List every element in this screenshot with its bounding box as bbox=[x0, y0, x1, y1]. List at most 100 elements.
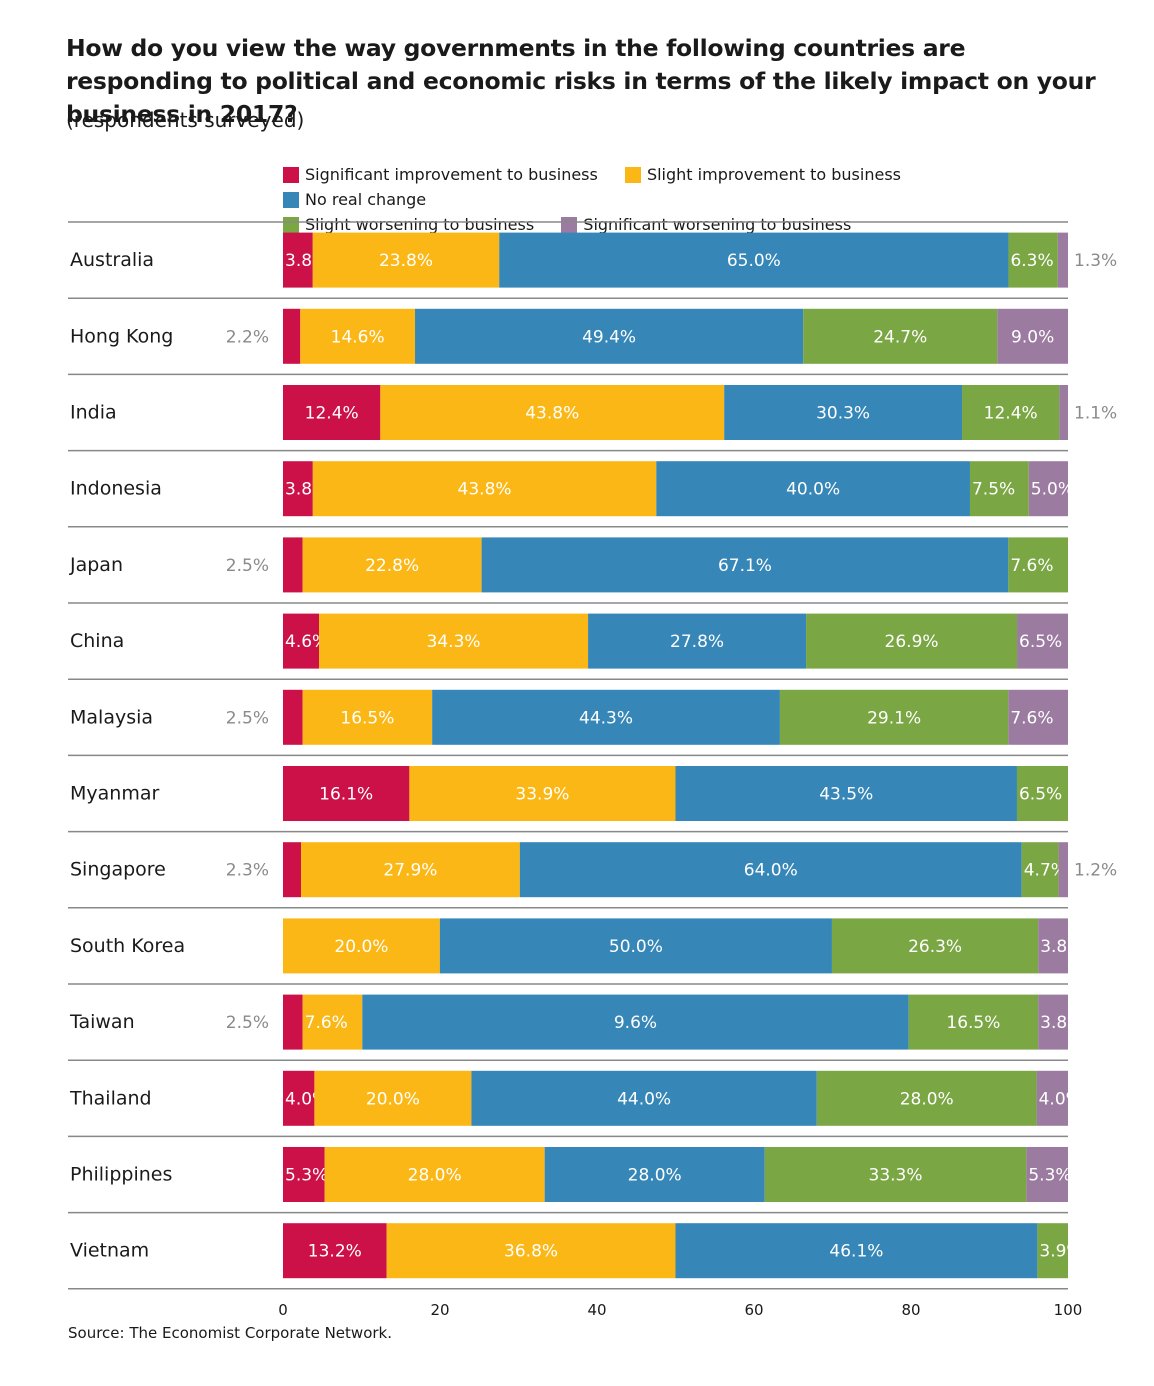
country-label: Japan bbox=[69, 554, 123, 576]
data-label: 40.0% bbox=[786, 480, 840, 500]
bar-segment-significant-improvement bbox=[283, 689, 303, 745]
bar-segment-slight-worsening bbox=[806, 613, 1018, 669]
legend-label: Slight improvement to business bbox=[646, 165, 901, 184]
data-label: 3.8% bbox=[1040, 1013, 1083, 1033]
data-label: 43.8% bbox=[458, 480, 512, 500]
data-label: 7.6% bbox=[305, 1013, 348, 1033]
bar-segment-significant-worsening bbox=[1038, 994, 1068, 1050]
country-label: South Korea bbox=[70, 935, 185, 957]
data-label: 1.1% bbox=[1074, 404, 1117, 424]
bar-segment-slight-worsening bbox=[1016, 766, 1068, 821]
data-label: 2.5% bbox=[226, 556, 269, 576]
bar-segment-significant-worsening bbox=[1026, 1147, 1068, 1202]
data-label: 6.5% bbox=[1019, 785, 1062, 805]
bar-segment-no-change bbox=[675, 1223, 1038, 1279]
data-label: 36.8% bbox=[504, 1242, 558, 1262]
bar-segment-no-change bbox=[481, 537, 1009, 593]
x-tick-label: 60 bbox=[744, 1301, 763, 1319]
bar-segment-slight-worsening bbox=[1008, 232, 1058, 288]
data-label: 24.7% bbox=[873, 327, 927, 347]
bar-segment-slight-improvement bbox=[300, 308, 416, 364]
bar-segment-slight-improvement bbox=[314, 1070, 472, 1126]
bar-segment-significant-improvement bbox=[283, 308, 301, 364]
data-label: 26.9% bbox=[885, 632, 939, 652]
data-label: 4.7% bbox=[1024, 861, 1067, 881]
bar-segment-slight-worsening bbox=[1037, 1223, 1068, 1279]
data-label: 65.0% bbox=[727, 251, 781, 271]
legend-swatch bbox=[283, 166, 299, 183]
bar-segment-no-change bbox=[499, 232, 1009, 288]
bar-segment-slight-improvement bbox=[409, 766, 676, 821]
data-label: 27.8% bbox=[670, 632, 724, 652]
country-label: Indonesia bbox=[70, 478, 162, 500]
data-label: 43.5% bbox=[819, 785, 873, 805]
bar-segment-no-change bbox=[432, 689, 780, 745]
data-label: 46.1% bbox=[829, 1242, 883, 1262]
legend-item-no-change: No real change bbox=[283, 187, 426, 212]
data-label: 50.0% bbox=[609, 937, 663, 957]
data-label: 22.8% bbox=[365, 556, 419, 576]
bar-segment-slight-improvement bbox=[302, 689, 433, 745]
bar-segment-slight-worsening bbox=[779, 689, 1009, 745]
data-label: 7.5% bbox=[972, 480, 1015, 500]
bar-segment-no-change bbox=[439, 918, 832, 974]
stacked-bar-chart: Australia 3.8% 23.8% 65.0% 6.3% 1.3% Hong Kong… bbox=[68, 221, 1117, 1319]
bar-segment-no-change bbox=[724, 385, 963, 440]
data-label: 28.0% bbox=[900, 1089, 954, 1109]
bar-segment-slight-improvement bbox=[301, 842, 520, 898]
legend-item-significant-worsening: Significant worsening to business bbox=[561, 212, 851, 237]
x-tick-label: 100 bbox=[1054, 1301, 1083, 1319]
data-label: 67.1% bbox=[718, 556, 772, 576]
data-label: 7.6% bbox=[1010, 708, 1053, 728]
bar-segment-significant-improvement bbox=[283, 766, 410, 821]
country-label: India bbox=[70, 402, 117, 424]
bar-segment-no-change bbox=[675, 766, 1017, 821]
bar-segment-slight-improvement bbox=[302, 537, 482, 593]
bar-segment-slight-worsening bbox=[962, 385, 1060, 440]
data-label: 28.0% bbox=[408, 1166, 462, 1186]
data-label: 43.8% bbox=[525, 404, 579, 424]
bar-segment-significant-improvement bbox=[283, 842, 302, 898]
bar-segment-significant-worsening bbox=[1058, 842, 1068, 898]
data-label: 49.4% bbox=[582, 327, 636, 347]
country-label: Taiwan bbox=[69, 1011, 135, 1033]
country-label: Thailand bbox=[69, 1087, 152, 1109]
bar-segment-no-change bbox=[588, 613, 807, 669]
data-label: 34.3% bbox=[427, 632, 481, 652]
legend-swatch bbox=[561, 216, 578, 233]
data-label: 3.8% bbox=[1040, 937, 1083, 957]
data-label: 7.6% bbox=[1010, 556, 1053, 576]
bar-segment-significant-improvement bbox=[283, 461, 313, 517]
data-label: 23.8% bbox=[379, 251, 433, 271]
bar-segment-slight-worsening bbox=[908, 994, 1039, 1050]
bar-segment-slight-worsening bbox=[1008, 537, 1068, 593]
bar-segment-significant-worsening bbox=[1028, 461, 1068, 517]
country-label: Vietnam bbox=[70, 1240, 149, 1262]
country-label: Hong Kong bbox=[70, 325, 173, 347]
legend-swatch bbox=[624, 166, 641, 183]
legend-swatch bbox=[283, 191, 299, 208]
data-label: 16.5% bbox=[340, 708, 394, 728]
bar-segment-no-change bbox=[519, 842, 1022, 898]
data-label: 4.0% bbox=[1039, 1089, 1082, 1109]
legend-label: Significant improvement to business bbox=[305, 165, 598, 184]
bar-segment-significant-worsening bbox=[1036, 1070, 1068, 1126]
data-label: 28.0% bbox=[628, 1166, 682, 1186]
legend-item-slight-improvement: Slight improvement to business bbox=[624, 162, 901, 187]
x-tick-label: 80 bbox=[901, 1301, 920, 1319]
data-label: 2.2% bbox=[226, 327, 269, 347]
data-label: 20.0% bbox=[334, 937, 388, 957]
legend: Significant improvement to business Slig… bbox=[283, 162, 1083, 237]
bar-segment-significant-worsening bbox=[1057, 232, 1068, 288]
data-label: 29.1% bbox=[867, 708, 921, 728]
bar-segment-slight-worsening bbox=[969, 461, 1029, 517]
bar-segment-slight-worsening bbox=[816, 1070, 1037, 1126]
bar-segment-no-change bbox=[415, 308, 804, 364]
data-label: 64.0% bbox=[744, 861, 798, 881]
bar-segment-significant-improvement bbox=[283, 994, 303, 1050]
bar-segment-significant-improvement bbox=[283, 385, 381, 440]
bar-segment-significant-worsening bbox=[1038, 918, 1068, 974]
data-label: 4.6% bbox=[285, 632, 328, 652]
data-label: 2.5% bbox=[226, 708, 269, 728]
data-label: 1.2% bbox=[1074, 861, 1117, 881]
